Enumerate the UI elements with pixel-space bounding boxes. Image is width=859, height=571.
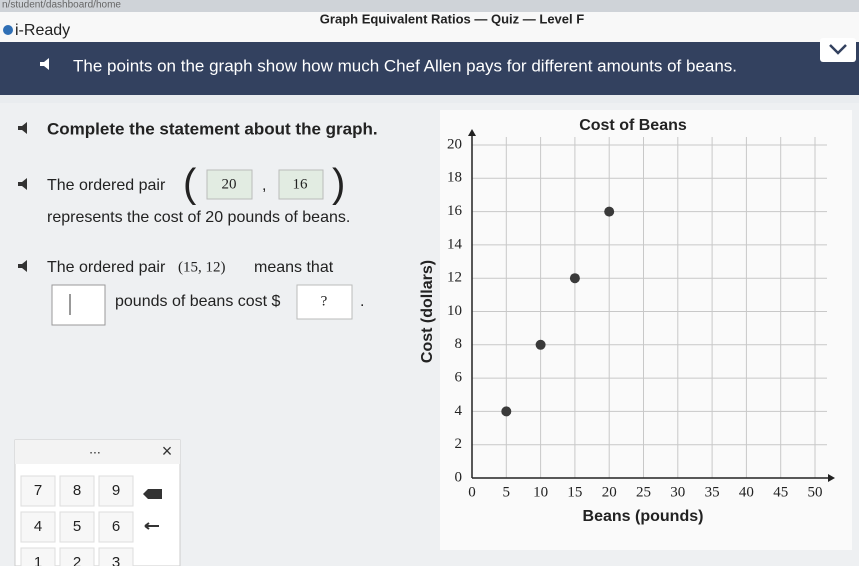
x-tick-label: 50 xyxy=(808,484,823,500)
paren: ) xyxy=(332,162,345,206)
chevron xyxy=(829,44,847,55)
y-tick-label: 8 xyxy=(455,336,463,352)
prompt-bar xyxy=(0,42,859,95)
y-tick-label: 2 xyxy=(455,436,463,452)
point xyxy=(569,273,580,284)
answer-box[interactable] xyxy=(278,169,324,200)
y-tick-label: 0 xyxy=(455,469,463,485)
key[interactable] xyxy=(98,547,134,571)
x-tick-label: 5 xyxy=(503,484,511,500)
key-label[interactable]: 4 xyxy=(34,518,42,535)
prompt: The points on the graph show how much Ch… xyxy=(73,56,737,75)
key[interactable] xyxy=(98,475,134,507)
x-tick-label: 35 xyxy=(705,484,720,500)
statement-text: The ordered pair xyxy=(47,259,166,276)
x-tick-label: 10 xyxy=(533,484,548,500)
input-box[interactable] xyxy=(296,284,353,320)
x-axis-title: Beans (pounds) xyxy=(583,508,704,525)
chart: 0 5 10 15 20 25 30 35 40 45 50 0 2 4 6 8 10 12 14 16 18 20 Cos… xyxy=(419,117,835,525)
key-label[interactable]: 8 xyxy=(73,482,81,499)
y-tick-label: 4 xyxy=(455,403,463,419)
keypad-header xyxy=(15,440,180,464)
instruction: Complete the statement about the graph. xyxy=(47,119,378,138)
header xyxy=(0,12,859,42)
speaker-icon[interactable] xyxy=(40,58,49,70)
key[interactable] xyxy=(98,511,134,543)
statement-text: represents the cost of 20 pounds of bean… xyxy=(47,209,350,226)
key[interactable] xyxy=(59,475,95,507)
keypad-close[interactable]: × xyxy=(162,441,173,461)
input-box[interactable] xyxy=(51,284,106,326)
url: n/student/dashboard/home xyxy=(2,0,121,11)
speaker-icon[interactable] xyxy=(18,122,27,134)
blank[interactable]: ? xyxy=(321,293,328,309)
arrow-head xyxy=(828,474,835,482)
key-label[interactable]: 2 xyxy=(73,554,81,571)
y-tick-label: 6 xyxy=(455,370,463,386)
answer-box[interactable] xyxy=(206,169,253,200)
answer-y[interactable]: 16 xyxy=(293,176,309,192)
point xyxy=(604,206,615,217)
x-tick-label: 45 xyxy=(773,484,788,500)
brand[interactable]: i-Ready xyxy=(15,22,70,39)
y-tick-label: 20 xyxy=(447,136,462,152)
x-tick-label: 25 xyxy=(636,484,651,500)
period: . xyxy=(360,293,364,310)
key-label[interactable]: 6 xyxy=(112,518,120,535)
point xyxy=(501,406,512,417)
y-tick-label: 12 xyxy=(447,270,462,286)
key[interactable] xyxy=(20,475,56,507)
key[interactable] xyxy=(59,511,95,543)
key[interactable] xyxy=(20,547,56,571)
chart-title: Cost of Beans xyxy=(579,117,687,134)
speaker-icon[interactable] xyxy=(18,260,27,272)
answer-x[interactable]: 20 xyxy=(222,176,237,192)
quiz-title: Graph Equivalent Ratios — Quiz — Level F xyxy=(320,11,584,26)
point xyxy=(535,339,546,350)
x-tick-label: 15 xyxy=(567,484,582,500)
key-label[interactable]: 3 xyxy=(112,554,120,571)
y-tick-label: 10 xyxy=(447,303,462,319)
collapse-button[interactable] xyxy=(820,38,856,62)
y-tick-label: 14 xyxy=(447,236,463,252)
key-label[interactable]: 1 xyxy=(34,554,42,571)
y-axis-title: Cost (dollars) xyxy=(419,260,436,363)
address-bar xyxy=(0,0,859,12)
keypad-keys: 7 8 9 4 5 6 1 2 3 xyxy=(20,475,134,571)
paren: ( xyxy=(183,162,197,206)
x-tick-label: 30 xyxy=(670,484,685,500)
statement-text: pounds of beans cost $ xyxy=(115,293,281,310)
keypad-menu[interactable]: ... xyxy=(89,441,101,457)
statement-text: The ordered pair xyxy=(47,177,166,194)
x-tick-label: 40 xyxy=(739,484,754,500)
arrow-head xyxy=(468,129,476,136)
backspace-icon[interactable] xyxy=(143,489,162,499)
x-tick-label: 20 xyxy=(602,484,617,500)
chart-panel xyxy=(440,110,852,550)
key-label[interactable]: 5 xyxy=(73,518,81,535)
comma: , xyxy=(262,177,266,194)
y-tick-label: 18 xyxy=(447,170,462,186)
pair: (15, 12) xyxy=(178,259,226,275)
key-label[interactable]: 9 xyxy=(112,482,120,499)
x-tick-label: 0 xyxy=(468,484,476,500)
key[interactable] xyxy=(20,511,56,543)
key[interactable] xyxy=(59,547,95,571)
speaker-icon[interactable] xyxy=(18,178,27,190)
statement-text: means that xyxy=(254,259,334,276)
brand-icon xyxy=(3,25,13,35)
y-tick-label: 16 xyxy=(447,203,463,219)
left-arrow-icon[interactable] xyxy=(144,522,159,530)
key-label[interactable]: 7 xyxy=(34,482,42,499)
